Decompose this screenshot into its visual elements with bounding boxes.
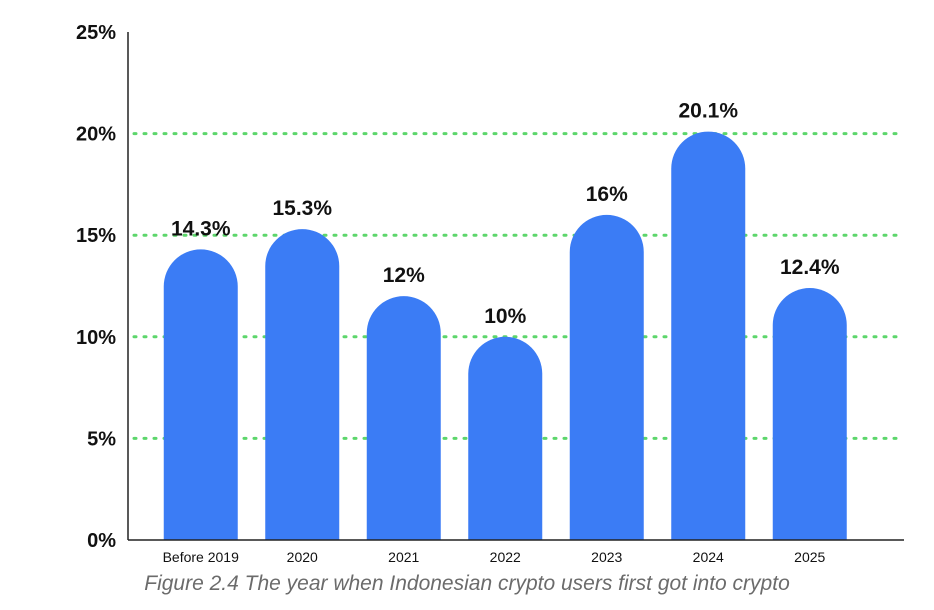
x-tick-label: 2023 xyxy=(591,549,622,565)
x-tick-label: 2021 xyxy=(388,549,419,565)
bar-2020 xyxy=(265,229,340,541)
y-tick-labels: 0% 5% 10% 15% 20% 25% xyxy=(76,22,116,552)
bar-2024 xyxy=(671,131,746,541)
data-label: 20.1% xyxy=(678,100,738,123)
data-label: 12.4% xyxy=(780,256,840,279)
x-tick-labels: Before 2019 2020 2021 2022 2023 2024 2025 xyxy=(163,549,826,565)
x-tick-label: Before 2019 xyxy=(163,549,239,565)
y-tick-label: 5% xyxy=(87,428,116,450)
y-tick-label: 20% xyxy=(76,124,116,146)
x-tick-label: 2022 xyxy=(490,549,521,565)
y-tick-label: 25% xyxy=(76,22,116,44)
bar-before-2019 xyxy=(163,249,238,540)
data-label: 16% xyxy=(586,183,628,206)
bar-2022 xyxy=(468,336,543,540)
bar-2023 xyxy=(569,214,644,541)
bar-2025 xyxy=(772,288,847,540)
figure-caption: Figure 2.4 The year when Indonesian cryp… xyxy=(144,572,790,595)
y-tick-label: 10% xyxy=(76,327,116,349)
data-label: 14.3% xyxy=(171,217,231,240)
x-tick-label: 2024 xyxy=(693,549,724,565)
data-labels: 14.3% 15.3% 12% 10% 16% 20.1% 12.4% xyxy=(171,100,840,328)
y-tick-label: 15% xyxy=(76,225,116,247)
x-tick-label: 2020 xyxy=(287,549,318,565)
axes xyxy=(127,32,904,541)
bars xyxy=(163,131,847,541)
bar-chart: 0% 5% 10% 15% 20% 25% Before 2019 2020 2021 2022… xyxy=(76,22,906,565)
data-label: 12% xyxy=(383,264,425,287)
data-label: 15.3% xyxy=(272,197,332,220)
data-label: 10% xyxy=(484,305,526,328)
x-tick-label: 2025 xyxy=(794,549,825,565)
bar-2021 xyxy=(366,296,441,540)
y-tick-label: 0% xyxy=(87,530,116,552)
